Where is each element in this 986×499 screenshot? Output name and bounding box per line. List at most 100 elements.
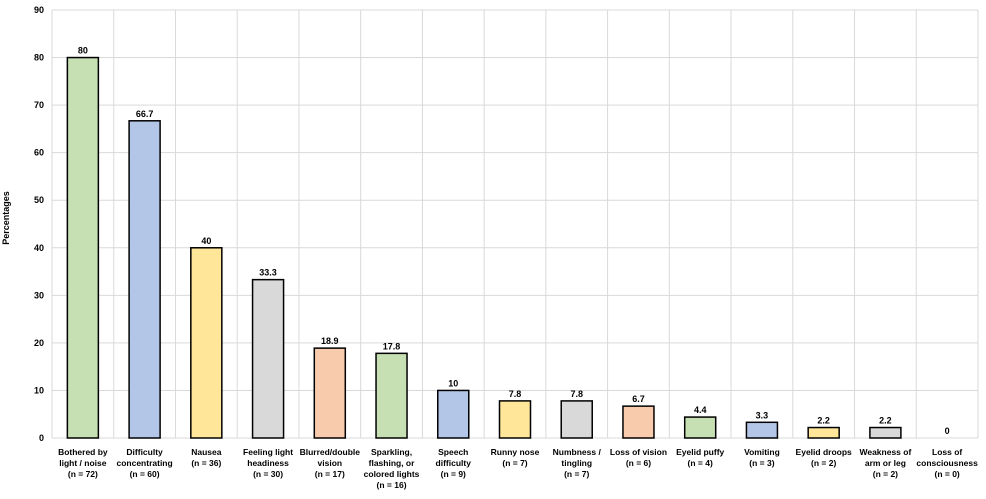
category-label-line: concentrating (116, 458, 172, 468)
category-label-line: (n = 7) (502, 458, 527, 468)
category-label-line: difficulty (436, 458, 472, 468)
category-label-line: Vomiting (744, 447, 780, 457)
category-label-line: headiness (247, 458, 289, 468)
category-label: Difficulty concentrating (n = 60) (116, 447, 172, 479)
category-labels: Bothered by light / noise (n = 72)Difficul… (58, 447, 978, 490)
category-label: Numbness / tingling (n = 7) (553, 447, 602, 479)
value-label: 80 (78, 46, 88, 56)
y-tick-label: 60 (34, 148, 44, 158)
category-label: Feeling light headiness (n = 30) (243, 447, 293, 479)
category-label-line: arm or leg (865, 458, 906, 468)
category-label-line: Difficulty (126, 447, 163, 457)
bar (66, 56, 100, 439)
bar (128, 120, 161, 439)
category-label: Bothered by light / noise (n = 72) (58, 447, 108, 479)
category-label-line: Eyelid puffy (676, 447, 724, 457)
bar (683, 416, 717, 439)
category-label-line: (n = 60) (130, 469, 160, 479)
category-label: Eyelid puffy (n = 4) (676, 447, 724, 468)
y-tick-label: 70 (34, 100, 44, 110)
category-label-line: consciousness (916, 458, 978, 468)
category-label: Sparkling, flashing, or colored lights (n =… (364, 447, 420, 490)
grid-lines (51, 9, 979, 439)
y-tick-label: 30 (34, 290, 44, 300)
category-label-line: (n = 0) (934, 469, 959, 479)
category-label-line: (n = 17) (315, 469, 345, 479)
value-label: 33.3 (259, 268, 277, 278)
bar (375, 352, 408, 439)
category-label-line: Loss of (932, 447, 962, 457)
category-label-line: colored lights (364, 469, 420, 479)
category-label-line: tingling (561, 458, 592, 468)
category-label-line: Nausea (191, 447, 222, 457)
y-tick-label: 10 (34, 385, 44, 395)
value-label: 18.9 (321, 336, 339, 346)
y-tick-label: 20 (34, 338, 44, 348)
bar (437, 389, 470, 439)
category-label: Eyelid droops (n = 2) (796, 447, 852, 468)
bar (869, 426, 902, 439)
bar (622, 405, 655, 439)
category-label-line: vision (318, 458, 343, 468)
category-label-line: (n = 6) (626, 458, 651, 468)
category-label-line: (n = 4) (688, 458, 713, 468)
category-label-line: (n = 16) (377, 480, 407, 490)
category-label-line: light / noise (59, 458, 106, 468)
value-label: 66.7 (136, 109, 154, 119)
value-label: 3.3 (756, 410, 769, 420)
category-label-line: (n = 2) (873, 469, 898, 479)
value-label: 0 (945, 426, 950, 436)
category-label-line: (n = 7) (564, 469, 589, 479)
bars (66, 56, 902, 439)
value-labels: 80 66.7 40 33.3 18.9 17.8 10 7.8 7.8 6.7 4.4 3.3 2.2… (78, 46, 950, 436)
category-label-line: Sparkling, (371, 447, 412, 457)
y-axis-title: Percentages (1, 191, 11, 245)
bar (745, 421, 779, 439)
category-label-line: Eyelid droops (796, 447, 852, 457)
category-label: Loss of vision (n = 6) (610, 447, 667, 468)
category-label-line: (n = 9) (441, 469, 466, 479)
bar (560, 400, 593, 439)
value-label: 7.8 (509, 389, 522, 399)
category-label-line: Numbness / (553, 447, 602, 457)
category-label-line: Blurred/double (300, 447, 361, 457)
category-label-line: (n = 2) (811, 458, 836, 468)
category-label-line: Feeling light (243, 447, 293, 457)
category-label-line: (n = 30) (253, 469, 283, 479)
category-label-line: Speech (438, 447, 468, 457)
category-label-line: Bothered by (58, 447, 108, 457)
value-label: 40 (201, 236, 211, 246)
bar (190, 247, 223, 439)
value-label: 6.7 (632, 394, 645, 404)
value-label: 4.4 (694, 405, 707, 415)
y-tick-label: 0 (39, 433, 44, 443)
y-tick-label: 50 (34, 195, 44, 205)
value-label: 2.2 (817, 416, 830, 426)
category-label-line: Weakness of (859, 447, 911, 457)
value-label: 2.2 (879, 416, 892, 426)
category-label: Loss of consciousness (n = 0) (916, 447, 978, 479)
category-label: Blurred/double vision (n = 17) (300, 447, 361, 479)
category-label-line: (n = 36) (191, 458, 221, 468)
y-tick-label: 40 (34, 243, 44, 253)
y-tick-label: 80 (34, 53, 44, 63)
bar (251, 278, 285, 439)
bar (498, 400, 532, 439)
category-label: Runny nose (n = 7) (491, 447, 540, 468)
category-label: Nausea (n = 36) (191, 447, 222, 468)
category-label-line: (n = 72) (68, 469, 98, 479)
category-label-line: Runny nose (491, 447, 540, 457)
value-label: 17.8 (383, 341, 401, 351)
y-axis-ticks: 0 10 20 30 40 50 60 70 80 90 (34, 5, 44, 443)
category-label: Speech difficulty (n = 9) (436, 447, 472, 479)
bar (313, 347, 347, 439)
category-label-line: (n = 3) (749, 458, 774, 468)
value-label: 10 (448, 378, 458, 388)
category-label: Weakness of arm or leg (n = 2) (859, 447, 911, 479)
category-label: Vomiting (n = 3) (744, 447, 780, 468)
value-label: 7.8 (570, 389, 583, 399)
bar (807, 426, 840, 439)
category-label-line: flashing, or (369, 458, 416, 468)
